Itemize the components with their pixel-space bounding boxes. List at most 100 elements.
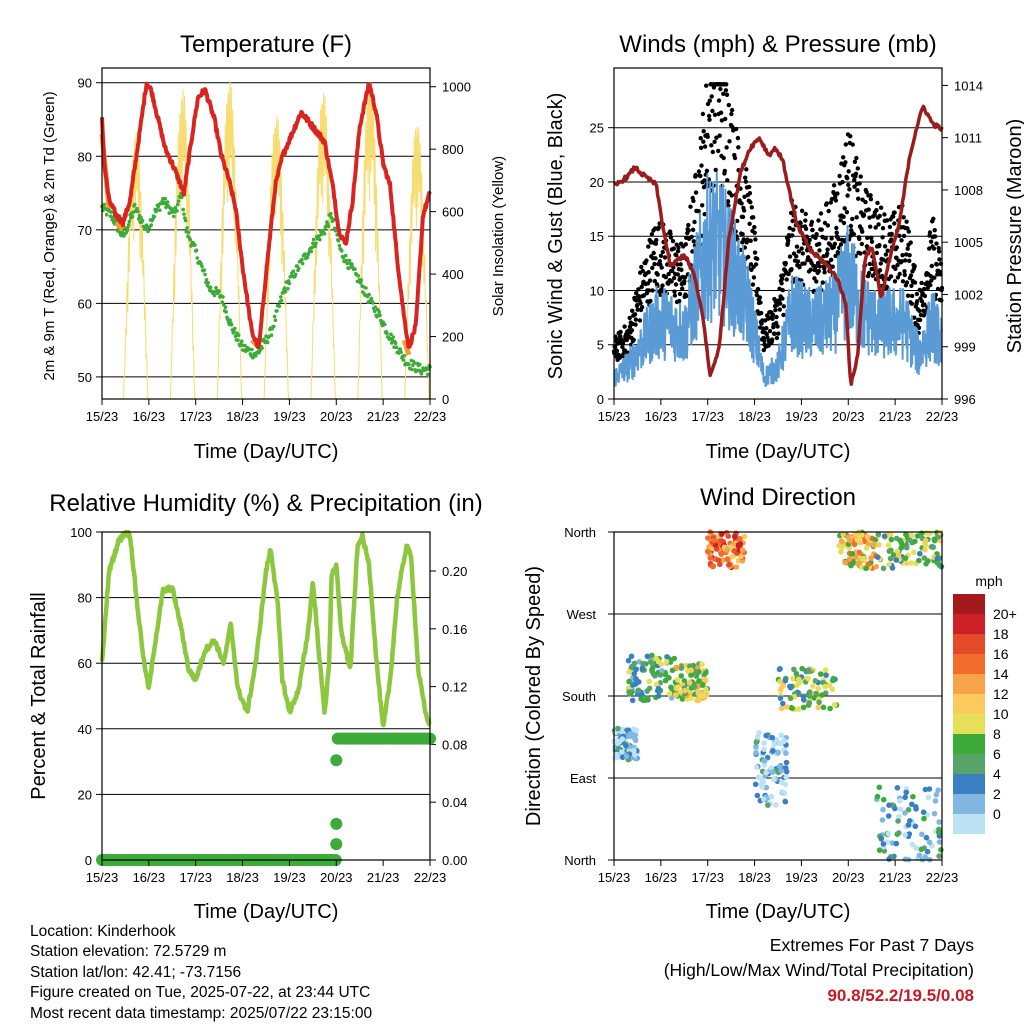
gust-dot	[774, 314, 779, 320]
gust-dot	[875, 200, 880, 206]
gust-dot	[825, 247, 830, 252]
gust-dot	[787, 254, 793, 259]
gust-dot	[729, 107, 735, 113]
gust-dot	[799, 208, 805, 213]
dewpoint-dot	[250, 347, 254, 352]
gust-dot	[672, 289, 677, 294]
gust-dot	[807, 237, 812, 243]
gust-dot	[799, 246, 804, 251]
gust-dot	[861, 213, 867, 218]
dewpoint-dot	[329, 211, 333, 216]
colorbar-swatch	[953, 594, 985, 614]
gust-dot	[640, 268, 645, 274]
extremes-title: Extremes For Past 7 Days	[769, 935, 974, 955]
wind-direction-dot	[783, 768, 790, 775]
gust-dot	[877, 213, 882, 219]
gust-dot	[724, 82, 729, 87]
info-elevation: Station elevation: 72.5729 m	[30, 943, 227, 961]
wind-direction-dot	[623, 742, 629, 749]
gust-dot	[906, 229, 911, 234]
wind-direction-dot	[885, 813, 892, 819]
wind-direction-dot	[686, 679, 693, 686]
y-tick-label: 80	[78, 591, 92, 606]
wind-direction-dot	[777, 678, 783, 685]
wind-direction-dot	[783, 759, 790, 766]
gust-dot	[809, 219, 815, 225]
plot-frame	[613, 67, 943, 400]
gust-dot	[702, 144, 708, 149]
gust-dot	[682, 275, 688, 280]
x-tick-label: 18/23	[738, 409, 771, 424]
gust-dot	[903, 258, 908, 263]
dewpoint-dot	[279, 295, 283, 299]
gust-dot	[905, 293, 911, 298]
gust-dot	[676, 245, 681, 250]
y-tick-label: 100	[70, 525, 92, 540]
gust-dot	[672, 293, 678, 298]
wind-direction-dot	[795, 706, 802, 712]
dewpoint-dot	[297, 266, 301, 271]
wind-direction-dot	[626, 669, 633, 675]
gust-dot	[800, 251, 805, 256]
gust-dot	[660, 283, 665, 288]
gust-dot	[718, 86, 723, 92]
gust-dot	[868, 197, 874, 202]
dewpoint-dot	[300, 257, 304, 262]
x-tick-label: 22/23	[414, 409, 447, 424]
dewpoint-dot	[149, 223, 153, 227]
wind-direction-dot	[638, 696, 644, 702]
wind-direction-dot	[924, 848, 931, 855]
wind-direction-dot	[806, 693, 813, 699]
wind-direction-dot	[753, 764, 760, 770]
wind-direction-dot	[910, 793, 916, 800]
gust-dot	[819, 227, 824, 232]
winddir-xlabel: Time (Day/UTC)	[706, 901, 851, 923]
gust-dot	[867, 261, 872, 267]
wind-direction-dot	[719, 557, 726, 563]
dewpoint-dot	[275, 309, 279, 313]
gust-dot	[689, 234, 694, 240]
wind-direction-dot	[678, 665, 685, 671]
wind-direction-dot	[936, 829, 942, 836]
gust-dot	[895, 262, 900, 268]
gust-dot	[653, 256, 658, 261]
wind-direction-dot	[673, 692, 679, 698]
wind-direction-dot	[778, 732, 785, 738]
gust-dot	[705, 134, 710, 139]
gust-dot	[779, 281, 784, 286]
gust-dot	[780, 273, 786, 278]
wind-direction-dot	[902, 810, 908, 816]
dewpoint-dot	[337, 243, 342, 248]
gust-dot	[869, 239, 875, 244]
dewpoint-dot	[125, 229, 129, 233]
gust-dot	[675, 248, 681, 254]
gust-dot	[633, 322, 638, 327]
y2-tick-label: 1014	[954, 78, 983, 93]
wind-direction-dot	[770, 769, 776, 775]
dewpoint-dot	[356, 274, 361, 278]
dewpoint-dot	[126, 222, 131, 227]
x-tick-label: 17/23	[179, 409, 212, 424]
gust-dot	[778, 301, 783, 306]
wind-direction-dot	[932, 798, 939, 804]
wind-direction-dot	[778, 768, 785, 774]
wind-direction-dot	[931, 537, 938, 544]
wind-direction-dot	[856, 534, 863, 541]
gust-dot	[928, 239, 934, 244]
rh-line	[99, 529, 432, 728]
gust-dot	[822, 220, 828, 226]
wind-direction-dot	[783, 750, 789, 756]
wind-direction-dot	[699, 682, 706, 688]
wind-direction-dot	[777, 687, 784, 693]
wind-direction-dot	[933, 791, 940, 798]
wind-direction-dot	[796, 676, 802, 682]
gust-dot	[835, 191, 840, 196]
temp-xlabel: Time (Day/UTC)	[194, 441, 339, 463]
gust-dot	[806, 255, 811, 260]
dewpoint-dot	[279, 298, 284, 303]
y-tick-label: 60	[78, 296, 92, 311]
dewpoint-dot	[202, 268, 207, 272]
wind-direction-dot	[777, 695, 784, 701]
wind-direction-dot	[652, 672, 658, 679]
y2-tick-label: 0.20	[442, 564, 467, 579]
